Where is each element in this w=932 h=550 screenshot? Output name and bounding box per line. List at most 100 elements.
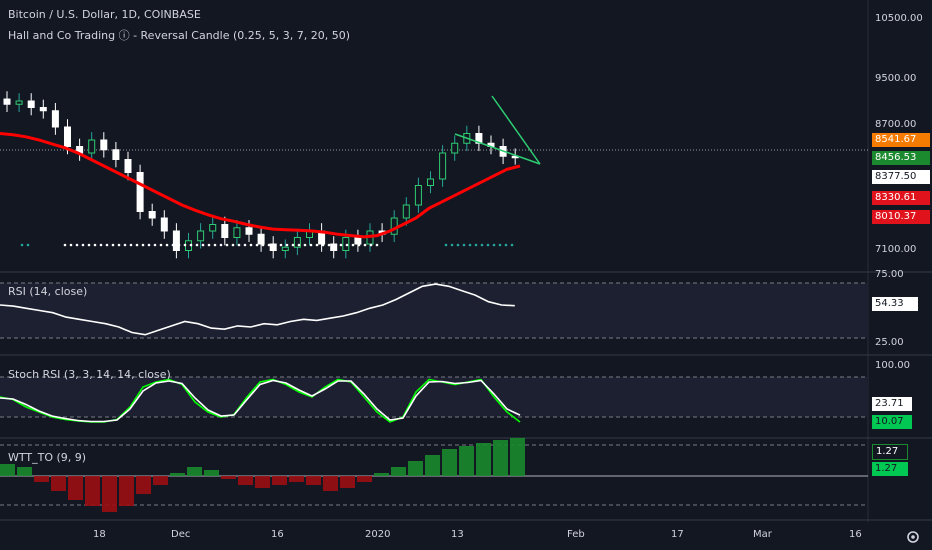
candle-body [27,100,35,108]
candle-body [281,246,289,251]
candle-body [451,142,459,154]
indicator-title: Hall and Co Trading ⓘ - Reversal Candle … [8,29,351,42]
candle-body [233,227,241,238]
candle-body [39,107,47,112]
wtt-bar [153,476,168,485]
signal-dot-green [456,243,460,247]
signal-dot [105,243,109,247]
wtt-bar [204,470,219,476]
signal-dot [177,243,181,247]
moving-average-line [0,132,521,239]
wtt-bar [425,455,440,476]
candle-body [475,133,483,144]
candle-body [100,139,108,151]
signal-dot [153,243,157,247]
candle-body [124,159,132,173]
wtt-bar [289,476,304,482]
signal-dot-green [450,243,454,247]
rsi-line [0,283,515,336]
signal-dot [63,243,67,247]
signal-dot [369,243,373,247]
signal-dot [129,243,133,247]
rsi-title: RSI (14, close) [8,285,88,298]
candle-body [88,139,96,154]
time-label-16: 16 [271,529,284,540]
signal-dot [309,243,313,247]
stoch-tick-100: 100.00 [875,360,910,371]
candle-body [197,230,205,242]
price-label-green: 8456.53 [872,151,930,165]
signal-dot [243,243,247,247]
signal-dot [357,243,361,247]
candle-body [257,233,265,245]
signal-dot [339,243,343,247]
signal-dot [267,243,271,247]
candle-body [402,204,410,219]
settings-icon[interactable] [904,528,922,546]
wtt-bar [102,476,117,512]
time-label-17: 17 [671,529,684,540]
signal-dot [255,243,259,247]
signal-dot [213,243,217,247]
wtt-bar [85,476,100,506]
signal-dot-green [510,243,514,247]
signal-dot [303,243,307,247]
signal-dot [333,243,337,247]
candle-body [160,217,168,232]
candle-body [330,243,338,251]
wtt-bar [476,443,491,476]
wtt-bar [68,476,83,500]
candle-body [112,149,120,160]
signal-dot [261,243,265,247]
price-tick-10500: 10500.00 [875,13,923,24]
signal-dot [111,243,115,247]
candle-body [342,237,350,251]
wtt-bar [221,476,236,479]
time-label-feb: Feb [567,529,585,540]
candle-body [245,227,253,235]
signal-dot-green [504,243,508,247]
signal-dot [123,243,127,247]
price-tick-9500: 9500.00 [875,73,917,84]
signal-dot [291,243,295,247]
signal-dot [69,243,73,247]
wtt-bar [459,446,474,476]
signal-dot [189,243,193,247]
wtt-bar [17,467,32,476]
stoch-k-label: 23.71 [872,397,912,411]
wtt-bar [34,476,49,482]
signal-dot [315,243,319,247]
signal-dot [249,243,253,247]
wtt-bar [391,467,406,476]
signal-dot-green [444,243,448,247]
signal-dot [135,243,139,247]
signal-dot [273,243,277,247]
price-tick-8700: 8700.00 [875,119,917,130]
candle-body [269,243,277,251]
signal-dot [363,243,367,247]
signal-dot [183,243,187,247]
signal-dot [201,243,205,247]
signal-dot [141,243,145,247]
rsi-value-label: 54.33 [872,297,918,311]
signal-dot [327,243,331,247]
stoch-band [0,377,868,417]
time-label-mar: Mar [753,529,772,540]
signal-dot [231,243,235,247]
price-label-red2: 8010.37 [872,210,930,224]
time-label-16b: 16 [849,529,862,540]
signal-dot [93,243,97,247]
rsi-tick-25: 25.00 [875,337,904,348]
signal-dot [279,243,283,247]
signal-dot [237,243,241,247]
signal-dot [159,243,163,247]
wtt-bar [510,437,525,476]
signal-dot [285,243,289,247]
candle-body [439,152,447,180]
signal-dot-green [462,243,466,247]
wtt-bar [170,473,185,476]
wtt-bar [272,476,287,485]
signal-dot-green [492,243,496,247]
signal-dot [321,243,325,247]
